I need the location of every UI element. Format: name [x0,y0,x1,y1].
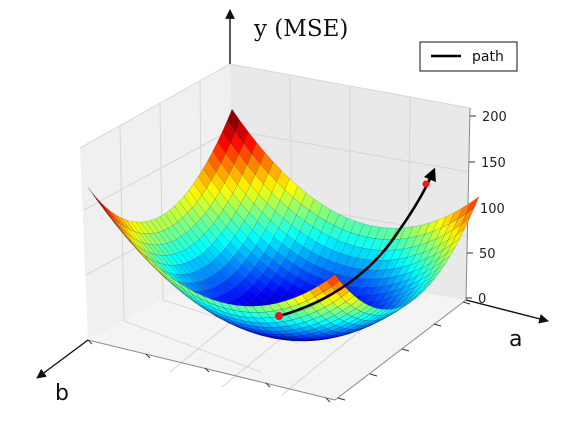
z-tick-label-0: 0 [478,292,486,307]
error-surface [87,108,480,342]
descent-path-line [278,167,436,318]
a-axis-label: a [509,327,522,352]
a-axis-arrow [465,299,549,324]
legend-path-label: path [472,49,504,65]
pane-edges [87,107,471,401]
z-axis-title: y (MSE) [253,16,348,42]
z-tick-label-150: 150 [481,156,506,171]
surface-facet [326,274,341,287]
b-axis-label: b [55,381,69,406]
path-end-point [422,180,430,188]
b-axis-arrow [36,339,89,379]
legend: path [419,41,518,72]
path-start-point [275,312,283,320]
z-tick-label-100: 100 [480,202,505,217]
a-axis-ticks [337,301,471,401]
z-tick-label-50: 50 [479,247,496,262]
z-tick-label-200: 200 [482,110,507,125]
b-axis-ticks [87,339,331,403]
